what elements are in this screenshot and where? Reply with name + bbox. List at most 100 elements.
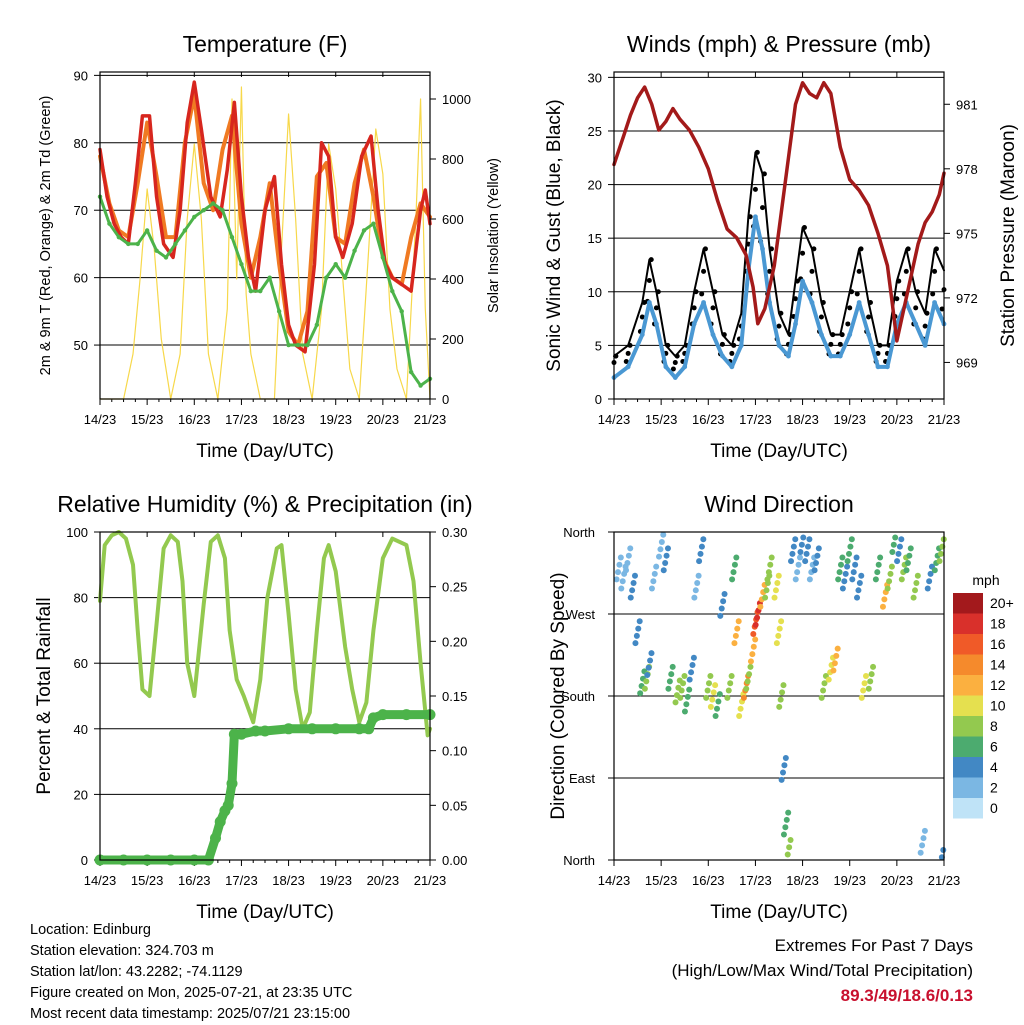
wind-point [875,364,881,370]
direction-point [710,689,717,696]
direction-point [874,569,881,576]
dewpoint-point [126,241,131,247]
direction-point [774,580,781,587]
direction-point [852,561,859,568]
legend-label: 14 [990,657,1006,673]
dewpoint-point [305,342,310,348]
direction-point [747,658,754,665]
direction-point [737,705,744,712]
gust-point [903,268,909,274]
direction-point [632,640,639,647]
wind-point [819,332,824,338]
dewpoint-point [163,255,169,260]
direction-point [714,705,721,712]
direction-point [633,632,640,639]
direction-point [765,569,772,576]
legend-swatch [953,634,983,655]
direction-point [757,603,764,610]
direction-point [888,563,895,570]
direction-point [844,558,851,565]
direction-point [656,553,663,560]
direction-point [717,612,724,619]
direction-point [645,664,652,671]
direction-point [926,578,933,585]
humidity-ytick-label: 60 [74,656,88,671]
gust-point [800,250,806,256]
humidity-y2tick-label: 0.00 [442,853,467,868]
direction-point [691,594,698,601]
direction-point [749,651,756,658]
direction-point [657,546,664,553]
direction-point [775,572,782,579]
precip-point [306,723,318,735]
wind-point [720,353,725,359]
gust-point [653,305,659,311]
direction-point [841,578,848,585]
direction-point [890,541,897,548]
direction-point [689,662,696,669]
direction-point [740,694,747,701]
winds-xtick-label: 15/23 [645,412,678,427]
wind-point [646,300,652,305]
temperature-ytick-label: 80 [74,136,88,151]
direction-point [648,650,655,657]
direction-point [733,554,740,561]
direction-point [637,690,644,697]
temperature-y2tick-label: 0 [442,392,449,407]
temperature-y2label: Solar Insolation (Yellow) [486,158,502,313]
wind-point [866,332,871,338]
winds-ytick-label: 15 [588,231,602,246]
direction-point [777,696,784,703]
direction-point [804,543,811,550]
direction-point [688,669,695,676]
direction-point [780,831,787,838]
gust-point [776,323,782,329]
direction-point [907,545,914,552]
temperature-y2tick-label: 200 [442,332,464,347]
gust-point [729,350,735,356]
direction-point [898,536,905,543]
temperature-ytick-label: 70 [74,203,88,218]
wind-point [932,300,937,305]
direction-point [913,580,920,587]
humidity-ytick-label: 100 [66,525,88,540]
gust-point [894,296,900,302]
precip-point [250,725,262,737]
dewpoint-point [154,248,159,253]
direction-point [776,703,783,710]
direction-point [718,605,725,612]
direction-point [773,640,780,647]
direction-title: Wind Direction [704,491,854,517]
gust-point [646,278,652,284]
direction-point [698,543,705,550]
direction-point [619,578,626,585]
direction-point [778,776,785,783]
wind-point [654,321,659,327]
humidity-xtick-label: 20/23 [367,873,400,888]
direction-point [872,576,879,583]
gust-point [625,350,631,356]
direction-xtick-label: 17/23 [739,873,772,888]
direction-point [678,687,685,694]
dewpoint-point [220,208,225,213]
legend-swatch [953,798,983,819]
direction-point [643,678,650,685]
direction-point [790,543,797,550]
gust-point [932,268,938,274]
dewpoint-point [324,275,329,280]
gust-point [699,291,705,297]
winds-y2tick-label: 975 [956,226,978,241]
direction-point [910,594,917,601]
dewpoint-point [192,214,197,220]
humidity-y2tick-label: 0.25 [442,580,467,595]
elevation-text: Station elevation: 324.703 m [30,943,214,959]
temperature-ytick-label: 60 [74,271,88,286]
direction-point [681,672,688,679]
dewpoint-point [144,228,150,233]
dewpoint-point [248,288,254,294]
direction-xtick-label: 18/23 [786,873,819,888]
humidity-title: Relative Humidity (%) & Precipitation (i… [57,491,472,517]
winds-y2tick-label: 981 [956,97,978,112]
direction-point [697,550,704,557]
direction-point [715,698,722,705]
